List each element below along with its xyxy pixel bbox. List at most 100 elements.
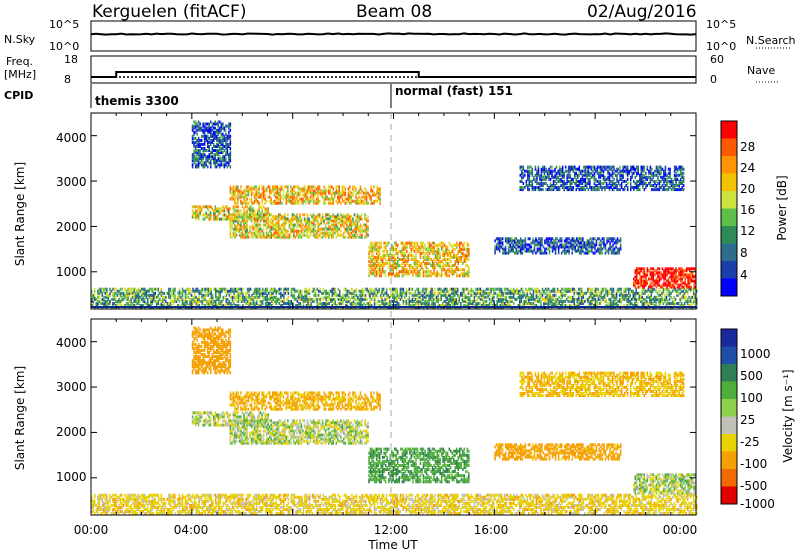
power-cell [389,270,391,274]
power-cell [191,205,194,209]
power-cell [332,233,334,237]
power-cell [502,299,504,303]
power-cell [428,243,431,247]
power-cell [649,289,651,293]
power-cell [490,297,492,301]
power-cell [220,159,223,163]
power-cell [685,295,687,299]
power-cell [410,299,412,303]
power-cell [525,287,527,291]
power-cell [333,293,335,297]
power-cell [246,291,249,295]
power-cell [425,264,428,268]
power-cell [235,217,238,221]
power-cell [635,293,637,297]
power-cell [314,229,316,233]
power-cell [615,295,618,299]
power-cell [342,302,344,305]
power-cell [479,291,482,295]
power-cell [265,225,268,229]
power-cell [153,291,155,295]
power-cell [428,241,431,245]
power-cell [201,293,203,297]
power-cell [320,291,323,295]
power-cell [375,258,378,261]
power-cell [537,299,539,303]
power-cell [369,291,371,295]
power-cell [247,193,250,197]
power-cell [429,287,432,291]
power-cell [202,163,204,167]
power-cell [250,205,253,209]
power-cell [184,289,187,293]
power-cell [366,297,368,301]
power-cell [230,295,232,299]
power-cell [199,289,202,293]
power-cell [139,304,141,307]
power-cell [378,274,381,278]
power-cell [208,149,210,153]
power-cell [156,302,158,305]
power-cell [193,295,196,299]
power-cell [242,287,244,291]
power-cell [214,149,216,153]
power-cell [389,258,391,261]
power-cell [346,299,349,303]
power-cell [270,197,272,201]
power-cell [685,289,687,293]
power-cell [352,223,354,227]
power-cell [130,291,132,295]
power-cell [431,304,433,307]
power-cell [445,258,447,261]
power-cell [261,217,263,221]
power-cell [236,287,238,291]
power-cell [392,255,394,259]
power-cell [426,302,429,305]
power-cell [372,262,375,265]
power-cell [377,249,379,253]
cpid-mode-2: normal (fast) 151 [395,84,513,98]
power-cell [423,287,426,291]
power-cell [246,221,248,225]
power-cell [127,291,129,295]
power-cell [229,185,232,189]
power-cell [391,243,393,247]
power-cell [275,225,277,229]
power-cell [388,255,390,259]
power-cell [269,289,271,293]
power-cell [273,231,275,235]
power-cell [578,304,580,307]
power-cell [305,219,307,223]
power-cell [323,185,325,189]
power-cell [294,235,297,239]
power-cell [635,304,637,307]
power-cell [406,262,408,265]
power-cell [381,299,383,303]
power-cell [344,235,347,239]
power-cell [203,161,206,165]
power-cell [319,302,321,305]
power-cell [441,293,444,297]
power-cell [145,295,147,299]
power-cell [219,291,222,295]
power-cell [281,227,283,231]
power-cell [650,302,653,305]
power-cell [219,147,221,150]
power-cell [311,223,313,227]
power-cell [626,297,628,301]
power-cell [410,291,412,295]
power-cell [151,287,153,291]
power-cell [210,155,212,159]
power-cell [256,187,259,191]
power-cell [336,291,338,295]
power-cell [194,149,197,153]
power-cell [252,289,255,293]
power-cell [212,293,214,297]
power-cell [306,233,309,237]
power-cell [203,142,206,146]
power-cell [291,199,294,203]
power-cell [207,215,209,219]
power-cell [287,299,290,303]
power-cell [252,295,255,299]
power-cell [297,217,300,221]
